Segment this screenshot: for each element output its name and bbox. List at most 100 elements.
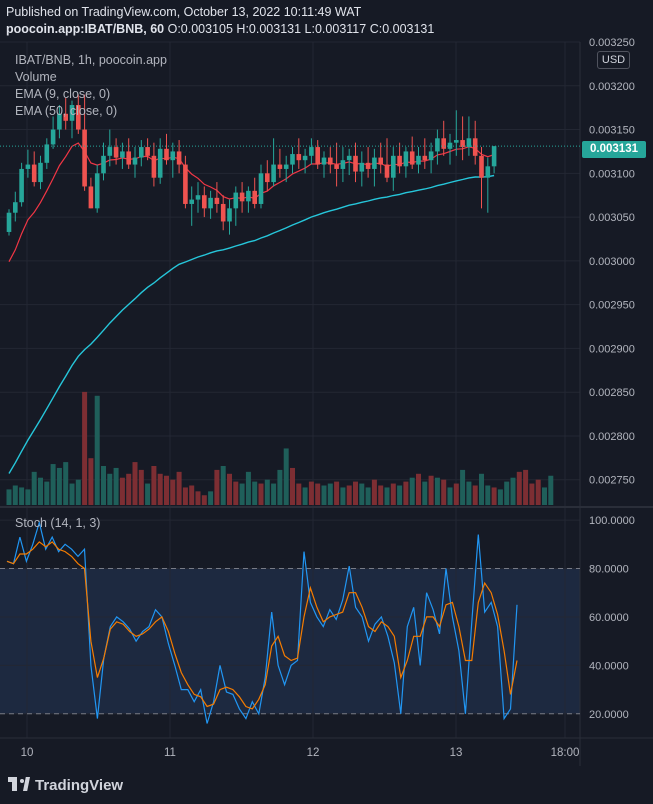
volume-bar: [101, 466, 106, 505]
legend-stoch: Stoch (14, 1, 3): [15, 516, 101, 530]
candle-body: [365, 162, 371, 169]
candle-body: [44, 144, 50, 163]
currency-button[interactable]: USD: [597, 51, 630, 69]
volume-bar: [25, 489, 31, 505]
volume-bar: [296, 483, 302, 505]
candle-body: [139, 147, 144, 158]
volume-bar: [302, 487, 308, 505]
candle-body: [94, 173, 100, 209]
candle-body: [145, 147, 150, 156]
candle-body: [466, 138, 472, 148]
volume-bar: [6, 489, 12, 505]
candle-body: [321, 157, 327, 165]
volume-bar: [422, 481, 428, 505]
candle-body: [409, 151, 415, 165]
candle-body: [359, 162, 365, 172]
stoch-tick-label: 80.0000: [589, 564, 629, 576]
volume-bar: [208, 491, 214, 505]
volume-bar: [126, 473, 132, 505]
candle-body: [340, 160, 346, 169]
candle-body: [189, 199, 194, 204]
candle-body: [157, 148, 163, 178]
candle-body: [422, 155, 428, 161]
candle-body: [170, 151, 176, 161]
chart-header: Published on TradingView.com, October 13…: [0, 0, 653, 42]
volume-bar: [151, 466, 157, 505]
volume-bar: [132, 462, 138, 505]
candle-body: [491, 146, 497, 167]
price-tick-label: 0.003050: [589, 212, 635, 224]
published-line: Published on TradingView.com, October 13…: [6, 5, 362, 19]
volume-bar: [340, 487, 346, 505]
candle-body: [107, 147, 113, 156]
volume-bar: [428, 475, 434, 505]
volume-bar: [334, 481, 340, 505]
candle-body: [441, 138, 446, 149]
volume-bar: [258, 483, 264, 505]
volume-bar: [321, 485, 327, 505]
footer: TradingView: [0, 766, 653, 804]
volume-bar: [12, 485, 18, 505]
volume-bar: [359, 483, 365, 505]
candle-body: [428, 151, 434, 161]
candle-body: [277, 164, 283, 169]
volume-bar: [19, 487, 25, 505]
stoch-tick-label: 60.0000: [589, 612, 629, 624]
candle-body: [378, 157, 383, 165]
volume-bar: [38, 477, 43, 505]
volume-bar: [378, 485, 384, 505]
price-tick-label: 0.003000: [589, 256, 635, 268]
candle-body: [283, 164, 289, 169]
tradingview-logo[interactable]: TradingView: [8, 777, 123, 794]
candle-body: [120, 151, 125, 158]
ema50-line: [8, 174, 495, 474]
volume-bar: [472, 485, 478, 505]
ohlc-open-label: O:: [167, 22, 181, 36]
volume-bar: [227, 473, 232, 505]
price-tick-label: 0.003150: [589, 125, 635, 137]
candle-body: [346, 155, 352, 161]
volume-bar: [164, 475, 169, 505]
candle-body: [258, 173, 264, 204]
candle-body: [69, 105, 75, 121]
candle-body: [208, 197, 213, 209]
volume-bar: [365, 487, 371, 505]
volume-bar: [516, 471, 522, 505]
chart-canvas[interactable]: 0.003250 0.003200 0.003150 0.003100 0.003050…: [0, 0, 653, 766]
volume-bar: [510, 477, 516, 505]
brand-name: TradingView: [35, 777, 124, 794]
legend-ema50: EMA (50, close, 0): [15, 104, 118, 118]
candle-body: [82, 129, 87, 187]
candle-body: [328, 157, 333, 165]
candle-body: [271, 164, 276, 183]
volume-bar: [170, 479, 176, 505]
candle-body: [50, 129, 56, 145]
volume-bar: [69, 483, 75, 505]
stoch-tick-label: 20.0000: [589, 709, 629, 721]
candle-body: [126, 151, 131, 165]
ohlc-high-value: 0.003131: [248, 22, 302, 36]
volume-bar: [75, 479, 81, 505]
volume-bar: [195, 491, 201, 505]
volume-bar: [138, 469, 144, 505]
candle-body: [164, 148, 169, 161]
volume-bar: [145, 483, 151, 505]
candle-body: [416, 155, 421, 165]
stoch-k-line: [6, 520, 518, 724]
volume-bar: [384, 487, 390, 505]
candle-body: [302, 155, 308, 161]
volume-bar: [277, 469, 283, 505]
price-tick-label: 0.002950: [589, 300, 635, 312]
candle-body: [13, 202, 18, 213]
ohlc-low-label: L:: [304, 22, 315, 36]
time-tick-label: 10: [21, 747, 34, 759]
candle-body: [353, 155, 358, 172]
time-tick-label: 11: [164, 747, 176, 759]
candle-body: [391, 155, 396, 178]
volume-bar: [535, 479, 541, 505]
ohlc-close-label: C:: [369, 22, 383, 36]
volume-bar: [353, 481, 358, 505]
volume-bar: [44, 481, 50, 505]
candle-body: [183, 164, 188, 204]
volume-bar: [233, 481, 239, 505]
